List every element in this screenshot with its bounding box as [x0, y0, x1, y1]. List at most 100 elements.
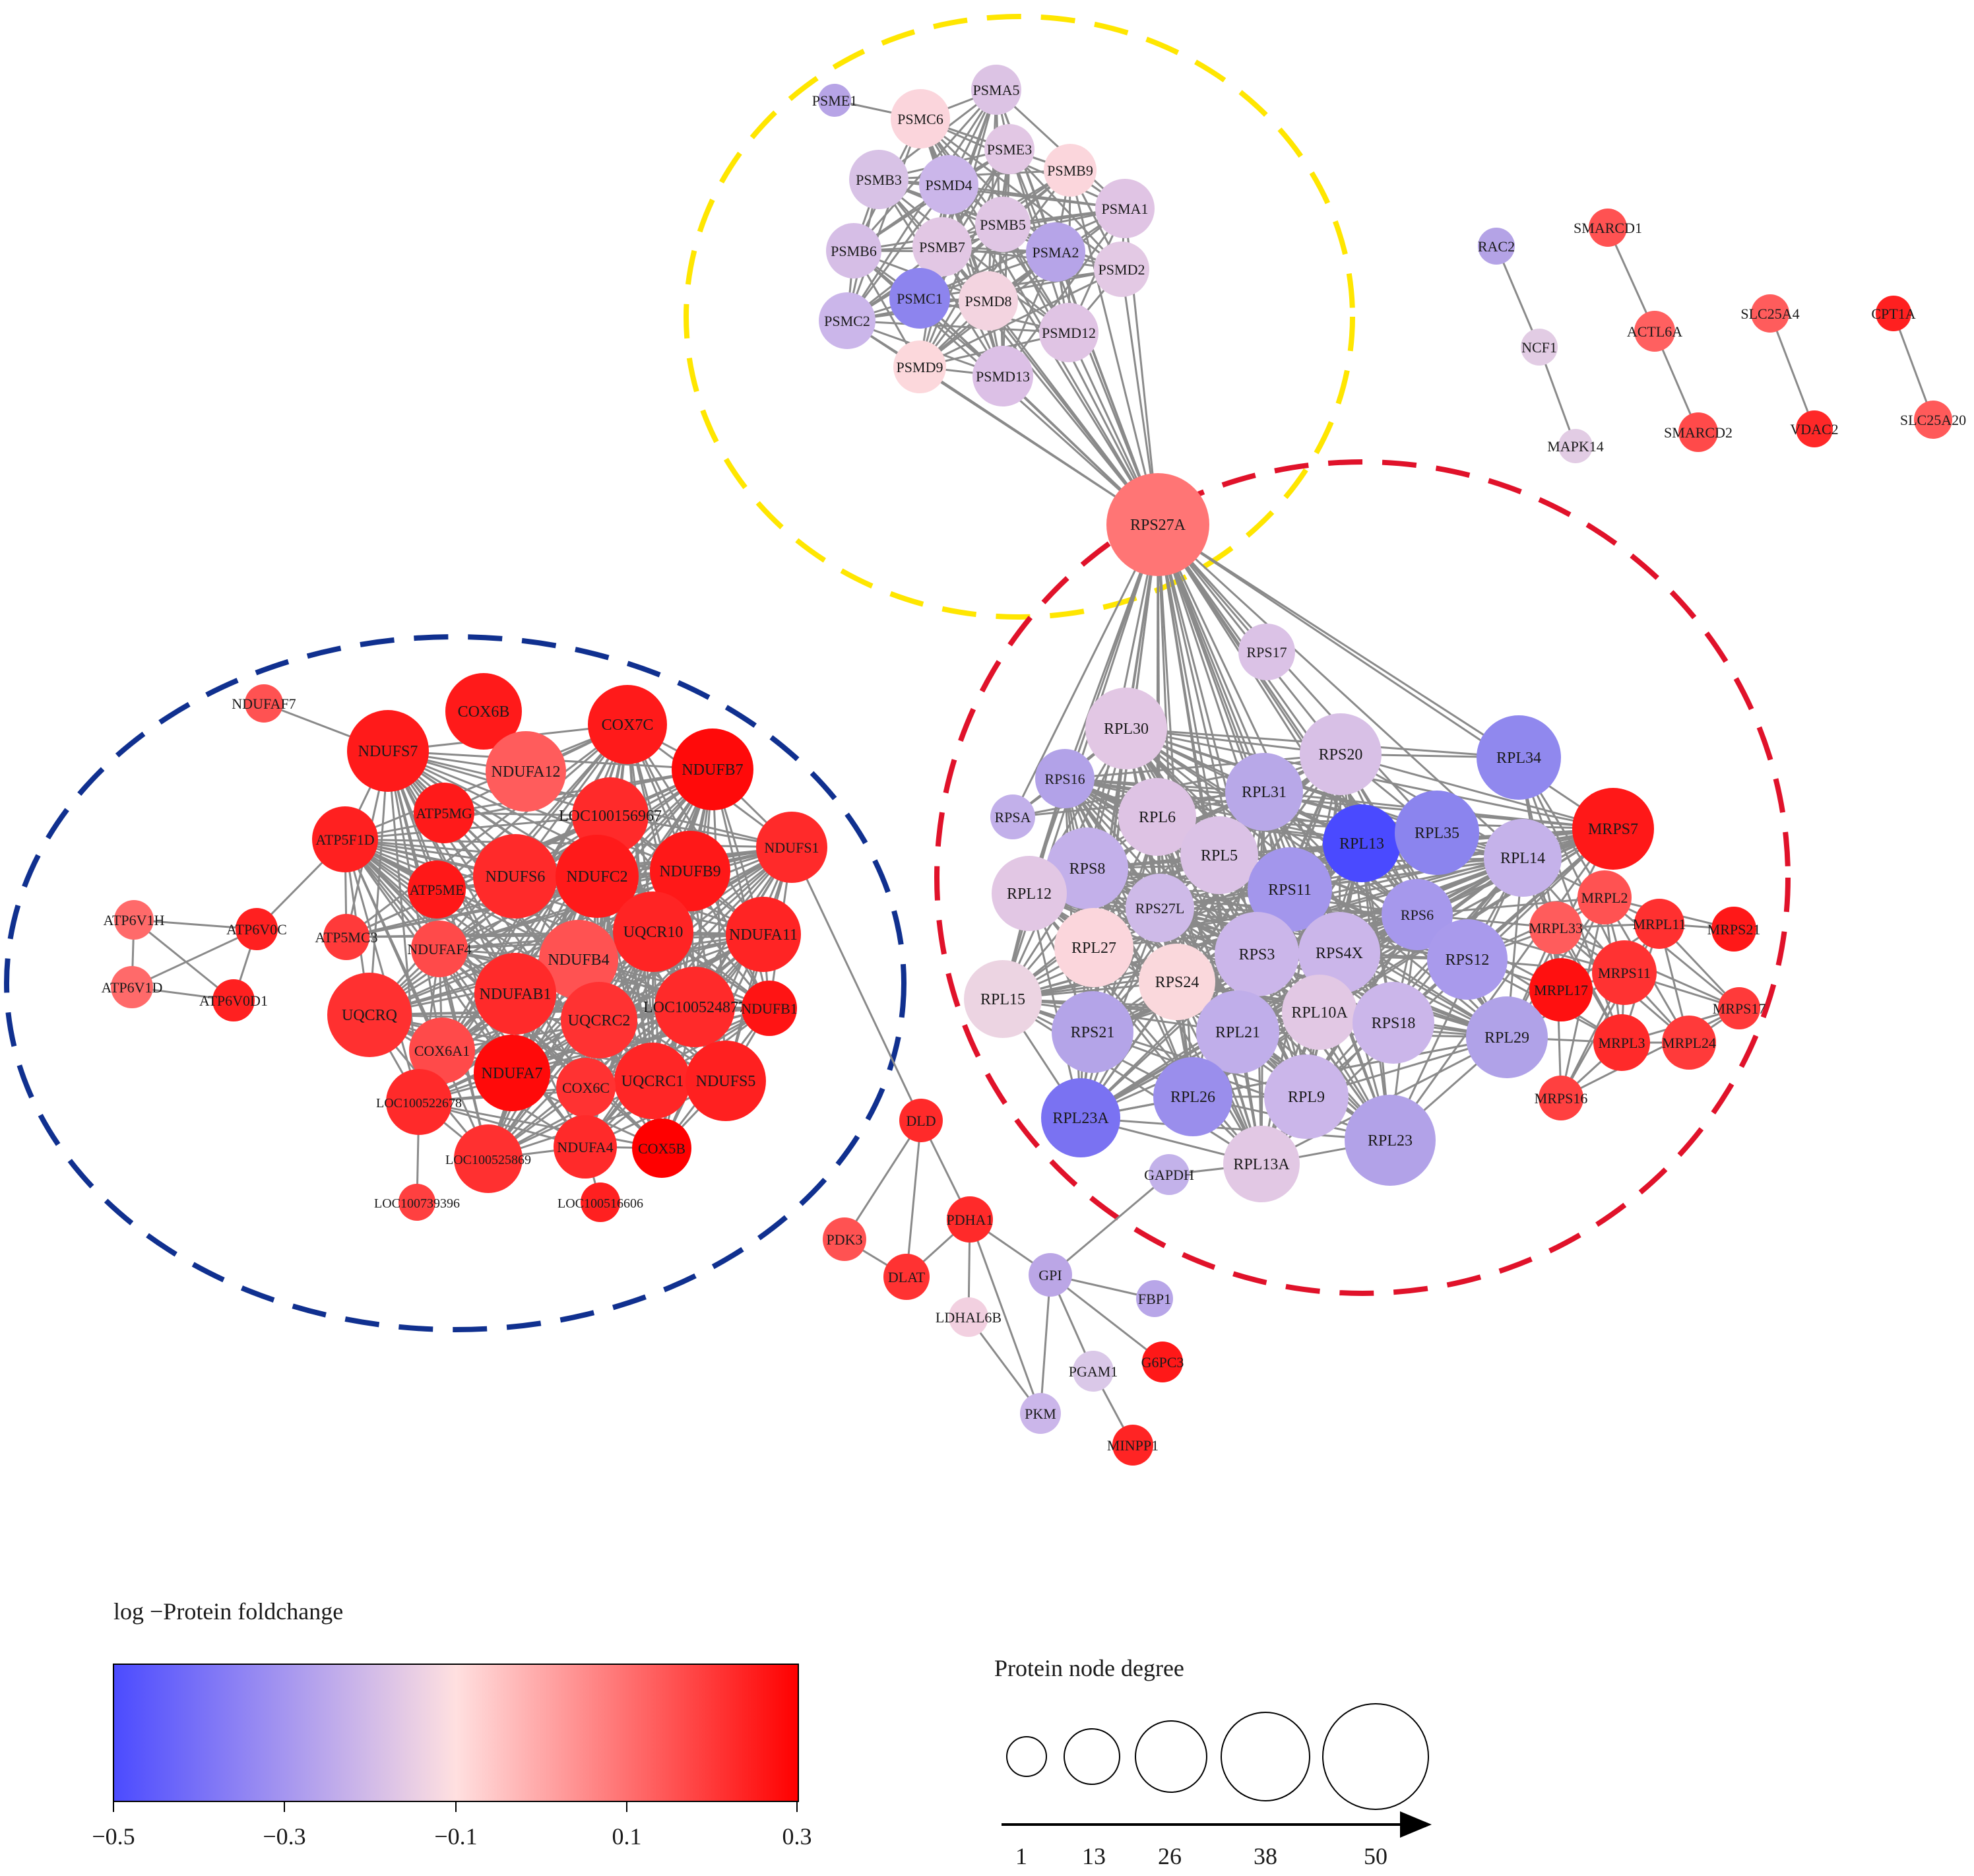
protein-node-psme1[interactable]: PSME1: [812, 84, 857, 117]
protein-node-rps12[interactable]: RPS12: [1427, 919, 1508, 1000]
protein-node-psmc1[interactable]: PSMC1: [889, 268, 950, 329]
protein-node-rpl29[interactable]: RPL29: [1466, 996, 1548, 1078]
protein-node-mrps16[interactable]: MRPS16: [1535, 1076, 1588, 1120]
protein-node-rpl5[interactable]: RPL5: [1180, 816, 1258, 894]
protein-node-rpl13[interactable]: RPL13: [1323, 804, 1401, 882]
protein-node-atp5me[interactable]: ATP5ME: [408, 860, 466, 919]
protein-node-rpl30[interactable]: RPL30: [1085, 688, 1167, 769]
protein-node-ncf1[interactable]: NCF1: [1521, 329, 1558, 366]
protein-node-rps4x[interactable]: RPS4X: [1298, 912, 1380, 994]
protein-node-psme3[interactable]: PSME3: [984, 124, 1035, 174]
protein-node-psmb3[interactable]: PSMB3: [849, 150, 908, 209]
protein-node-rpl12[interactable]: RPL12: [992, 856, 1067, 931]
protein-node-rps18[interactable]: RPS18: [1353, 982, 1434, 1064]
protein-node-rpl15[interactable]: RPL15: [964, 960, 1042, 1038]
protein-node-rpsa[interactable]: RPSA: [990, 794, 1035, 839]
protein-node-rpl21[interactable]: RPL21: [1196, 990, 1279, 1074]
protein-node-ndufa11[interactable]: NDUFA11: [726, 897, 801, 972]
protein-node-actl6a[interactable]: ACTL6A: [1627, 311, 1682, 352]
protein-node-rpl6[interactable]: RPL6: [1118, 778, 1196, 856]
protein-node-psma5[interactable]: PSMA5: [971, 65, 1021, 115]
protein-node-psmb9[interactable]: PSMB9: [1044, 144, 1097, 197]
protein-node-ndufb9[interactable]: NDUFB9: [650, 831, 730, 911]
protein-node-atp6v1h[interactable]: ATP6V1H: [104, 900, 165, 940]
protein-node-rps27a[interactable]: RPS27A: [1106, 473, 1209, 576]
protein-node-pdha1[interactable]: PDHA1: [947, 1196, 994, 1243]
protein-node-cox6a1[interactable]: COX6A1: [409, 1018, 475, 1084]
protein-node-rpl14[interactable]: RPL14: [1484, 819, 1562, 897]
protein-node-rps11[interactable]: RPS11: [1248, 847, 1332, 932]
protein-node-mrpl2[interactable]: MRPL2: [1577, 870, 1632, 924]
protein-node-cox5b[interactable]: COX5B: [632, 1118, 691, 1178]
protein-node-psmb6[interactable]: PSMB6: [826, 223, 881, 278]
protein-node-ndufa12[interactable]: NDUFA12: [486, 731, 566, 812]
protein-node-loc100516606[interactable]: LOC100516606: [557, 1182, 643, 1222]
protein-node-loc100156967[interactable]: LOC100156967: [559, 777, 662, 854]
protein-node-atp5mc3[interactable]: ATP5MC3: [315, 914, 378, 960]
protein-node-rps3[interactable]: RPS3: [1215, 912, 1299, 996]
protein-node-rpl23[interactable]: RPL23: [1345, 1095, 1436, 1186]
protein-node-psmd12[interactable]: PSMD12: [1039, 303, 1098, 362]
protein-node-psmc2[interactable]: PSMC2: [819, 292, 876, 349]
protein-node-atp5f1d[interactable]: ATP5F1D: [312, 806, 378, 872]
protein-node-mrpl24[interactable]: MRPL24: [1662, 1016, 1716, 1070]
protein-node-dld[interactable]: DLD: [899, 1099, 943, 1142]
protein-node-rac2[interactable]: RAC2: [1478, 228, 1515, 265]
protein-node-psma2[interactable]: PSMA2: [1026, 222, 1085, 282]
protein-node-uqcrc1[interactable]: UQCRC1: [614, 1043, 691, 1119]
protein-node-rps21[interactable]: RPS21: [1052, 991, 1133, 1073]
protein-node-rpl9[interactable]: RPL9: [1264, 1054, 1349, 1139]
protein-node-cox6b[interactable]: COX6B: [445, 673, 522, 750]
protein-node-ndufaf4[interactable]: NDUFAF4: [407, 921, 472, 977]
protein-node-psmc6[interactable]: PSMC6: [891, 89, 950, 148]
protein-node-mrps17[interactable]: MRPS17: [1713, 987, 1766, 1029]
protein-node-rpl35[interactable]: RPL35: [1395, 791, 1479, 875]
protein-node-mrpl33[interactable]: MRPL33: [1529, 901, 1583, 954]
protein-node-uqcrq[interactable]: UQCRQ: [327, 973, 412, 1057]
protein-node-ndufb7[interactable]: NDUFB7: [672, 728, 753, 810]
protein-node-ndufaf7[interactable]: NDUFAF7: [232, 684, 296, 723]
protein-node-psmb7[interactable]: PSMB7: [912, 217, 972, 276]
protein-node-atp6v0c[interactable]: ATP6V0C: [226, 908, 287, 950]
protein-node-ndufs1[interactable]: NDUFS1: [756, 812, 827, 883]
protein-node-slc25a20[interactable]: SLC25A20: [1900, 401, 1966, 439]
protein-node-rpl27[interactable]: RPL27: [1054, 908, 1133, 987]
protein-node-cox7c[interactable]: COX7C: [588, 685, 667, 764]
protein-node-g6pc3[interactable]: G6PC3: [1141, 1342, 1184, 1382]
protein-node-rpl31[interactable]: RPL31: [1225, 753, 1303, 831]
protein-node-psmd9[interactable]: PSMD9: [893, 340, 946, 393]
protein-node-ndufs7[interactable]: NDUFS7: [347, 710, 429, 792]
protein-node-ldhal6b[interactable]: LDHAL6B: [936, 1297, 1002, 1337]
protein-node-ndufs6[interactable]: NDUFS6: [473, 834, 557, 919]
protein-node-ndufb1[interactable]: NDUFB1: [741, 981, 798, 1036]
protein-node-loc100525869[interactable]: LOC100525869: [445, 1124, 531, 1193]
protein-node-mrpl17[interactable]: MRPL17: [1529, 958, 1593, 1021]
protein-node-ndufa7[interactable]: NDUFA7: [474, 1035, 550, 1111]
protein-node-smarcd2[interactable]: SMARCD2: [1664, 412, 1733, 452]
protein-node-cpt1a[interactable]: CPT1A: [1871, 296, 1916, 331]
protein-node-rps6[interactable]: RPS6: [1382, 879, 1453, 950]
protein-node-rpl23a[interactable]: RPL23A: [1041, 1078, 1120, 1157]
protein-node-atp5mg[interactable]: ATP5MG: [414, 783, 474, 843]
protein-node-gpi[interactable]: GPI: [1029, 1253, 1072, 1297]
protein-node-uqcr10[interactable]: UQCR10: [613, 891, 693, 972]
protein-node-uqcrc2[interactable]: UQCRC2: [561, 982, 637, 1058]
protein-node-psmd8[interactable]: PSMD8: [959, 271, 1018, 331]
protein-node-rpl13a[interactable]: RPL13A: [1223, 1126, 1300, 1202]
protein-node-ndufc2[interactable]: NDUFC2: [556, 835, 639, 918]
protein-node-dlat[interactable]: DLAT: [883, 1254, 930, 1300]
protein-node-psmd4[interactable]: PSMD4: [919, 155, 978, 214]
protein-node-cox6c[interactable]: COX6C: [556, 1058, 616, 1117]
protein-node-pdk3[interactable]: PDK3: [823, 1217, 866, 1261]
protein-node-mrps7[interactable]: MRPS7: [1572, 788, 1654, 870]
protein-node-pgam1[interactable]: PGAM1: [1069, 1351, 1118, 1392]
protein-node-vdac2[interactable]: VDAC2: [1790, 410, 1839, 447]
protein-node-minpp1[interactable]: MINPP1: [1107, 1425, 1159, 1466]
protein-node-ndufab1[interactable]: NDUFAB1: [474, 953, 556, 1035]
protein-node-mrpl11[interactable]: MRPL11: [1632, 899, 1686, 949]
protein-node-mapk14[interactable]: MAPK14: [1547, 429, 1604, 463]
protein-node-mrps21[interactable]: MRPS21: [1707, 907, 1761, 952]
protein-node-fbp1[interactable]: FBP1: [1136, 1280, 1173, 1317]
protein-node-pkm[interactable]: PKM: [1020, 1393, 1061, 1434]
protein-node-rps17[interactable]: RPS17: [1238, 624, 1295, 680]
